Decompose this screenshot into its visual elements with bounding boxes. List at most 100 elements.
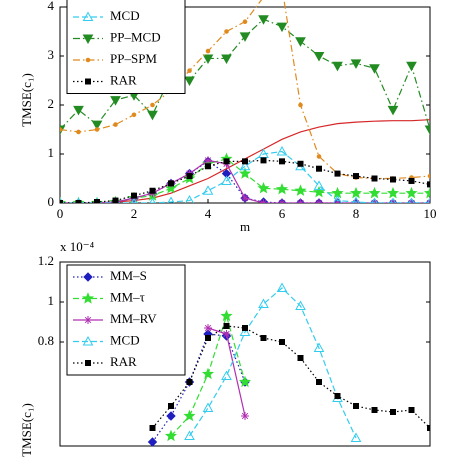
marker — [110, 96, 121, 106]
marker — [130, 197, 138, 203]
marker — [85, 78, 91, 85]
marker — [371, 407, 378, 413]
marker — [313, 342, 325, 352]
marker — [427, 425, 430, 431]
marker — [368, 186, 381, 199]
marker — [81, 292, 95, 304]
marker — [205, 163, 211, 170]
marker — [241, 412, 249, 420]
marker — [131, 192, 137, 199]
marker — [184, 76, 195, 87]
marker — [426, 197, 430, 203]
marker — [205, 335, 211, 341]
marker — [60, 127, 63, 132]
x-tick-label: 2 — [131, 206, 138, 221]
marker — [166, 411, 176, 421]
marker — [316, 165, 322, 172]
marker — [296, 199, 305, 203]
marker — [149, 187, 156, 194]
marker — [258, 298, 269, 308]
marker — [427, 173, 430, 179]
legend-label: MM–τ — [110, 289, 145, 304]
marker — [238, 167, 252, 179]
marker — [390, 176, 396, 183]
legend-label: MM–RV — [110, 311, 157, 326]
marker — [223, 158, 230, 165]
marker — [164, 429, 178, 442]
marker — [276, 22, 288, 33]
multiplier: x 10⁻⁴ — [60, 239, 95, 254]
y-tick-label: 3 — [48, 47, 55, 62]
y-axis-label: TMSE(c₁) — [19, 73, 34, 127]
marker — [239, 32, 251, 42]
marker — [408, 197, 415, 203]
y-tick-label: 4 — [48, 0, 55, 13]
y-tick-label: 2 — [48, 96, 55, 111]
marker — [242, 19, 248, 25]
marker — [91, 120, 103, 131]
marker — [242, 158, 248, 165]
marker — [350, 432, 362, 442]
marker — [94, 127, 100, 132]
marker — [85, 360, 91, 366]
marker — [279, 158, 285, 165]
marker — [386, 186, 400, 199]
marker — [205, 48, 211, 54]
marker — [221, 54, 232, 64]
marker — [147, 110, 158, 121]
marker — [332, 61, 343, 72]
marker — [82, 11, 94, 21]
marker — [113, 122, 118, 127]
marker — [260, 335, 267, 341]
marker — [221, 370, 232, 380]
marker — [276, 146, 288, 156]
axes-frame — [59, 261, 431, 447]
marker — [94, 199, 100, 203]
marker — [75, 200, 82, 203]
marker — [406, 61, 417, 72]
legend-label: MCD — [110, 332, 140, 347]
marker — [258, 15, 269, 25]
marker — [424, 125, 430, 136]
marker — [183, 409, 196, 422]
marker — [389, 197, 397, 203]
marker — [387, 105, 399, 116]
marker — [187, 68, 192, 73]
marker — [82, 335, 94, 346]
marker — [76, 129, 81, 135]
marker — [167, 196, 175, 203]
marker — [242, 325, 248, 331]
marker — [84, 316, 92, 324]
marker — [423, 186, 430, 199]
marker — [60, 200, 63, 203]
marker — [204, 324, 212, 332]
y-tick-label: 0 — [48, 194, 55, 209]
marker — [221, 168, 232, 179]
marker — [371, 175, 378, 182]
marker — [279, 339, 285, 345]
marker — [297, 160, 304, 167]
marker — [221, 175, 232, 185]
marker — [201, 367, 215, 380]
x-tick-label: 6 — [279, 206, 286, 221]
marker — [149, 425, 156, 431]
marker — [131, 112, 137, 118]
marker — [313, 52, 325, 62]
marker — [204, 156, 212, 165]
legend-label: PP–SPM — [110, 51, 157, 66]
marker — [238, 375, 252, 388]
marker — [316, 379, 322, 385]
marker — [184, 430, 195, 440]
series-line — [188, 287, 357, 439]
marker — [239, 326, 251, 336]
marker — [333, 195, 342, 203]
y-tick-label: 1 — [48, 293, 55, 308]
marker — [202, 402, 214, 412]
marker — [353, 403, 359, 409]
marker — [239, 160, 251, 171]
marker — [85, 57, 91, 63]
marker — [275, 182, 289, 195]
marker — [73, 105, 84, 116]
marker — [298, 102, 303, 108]
